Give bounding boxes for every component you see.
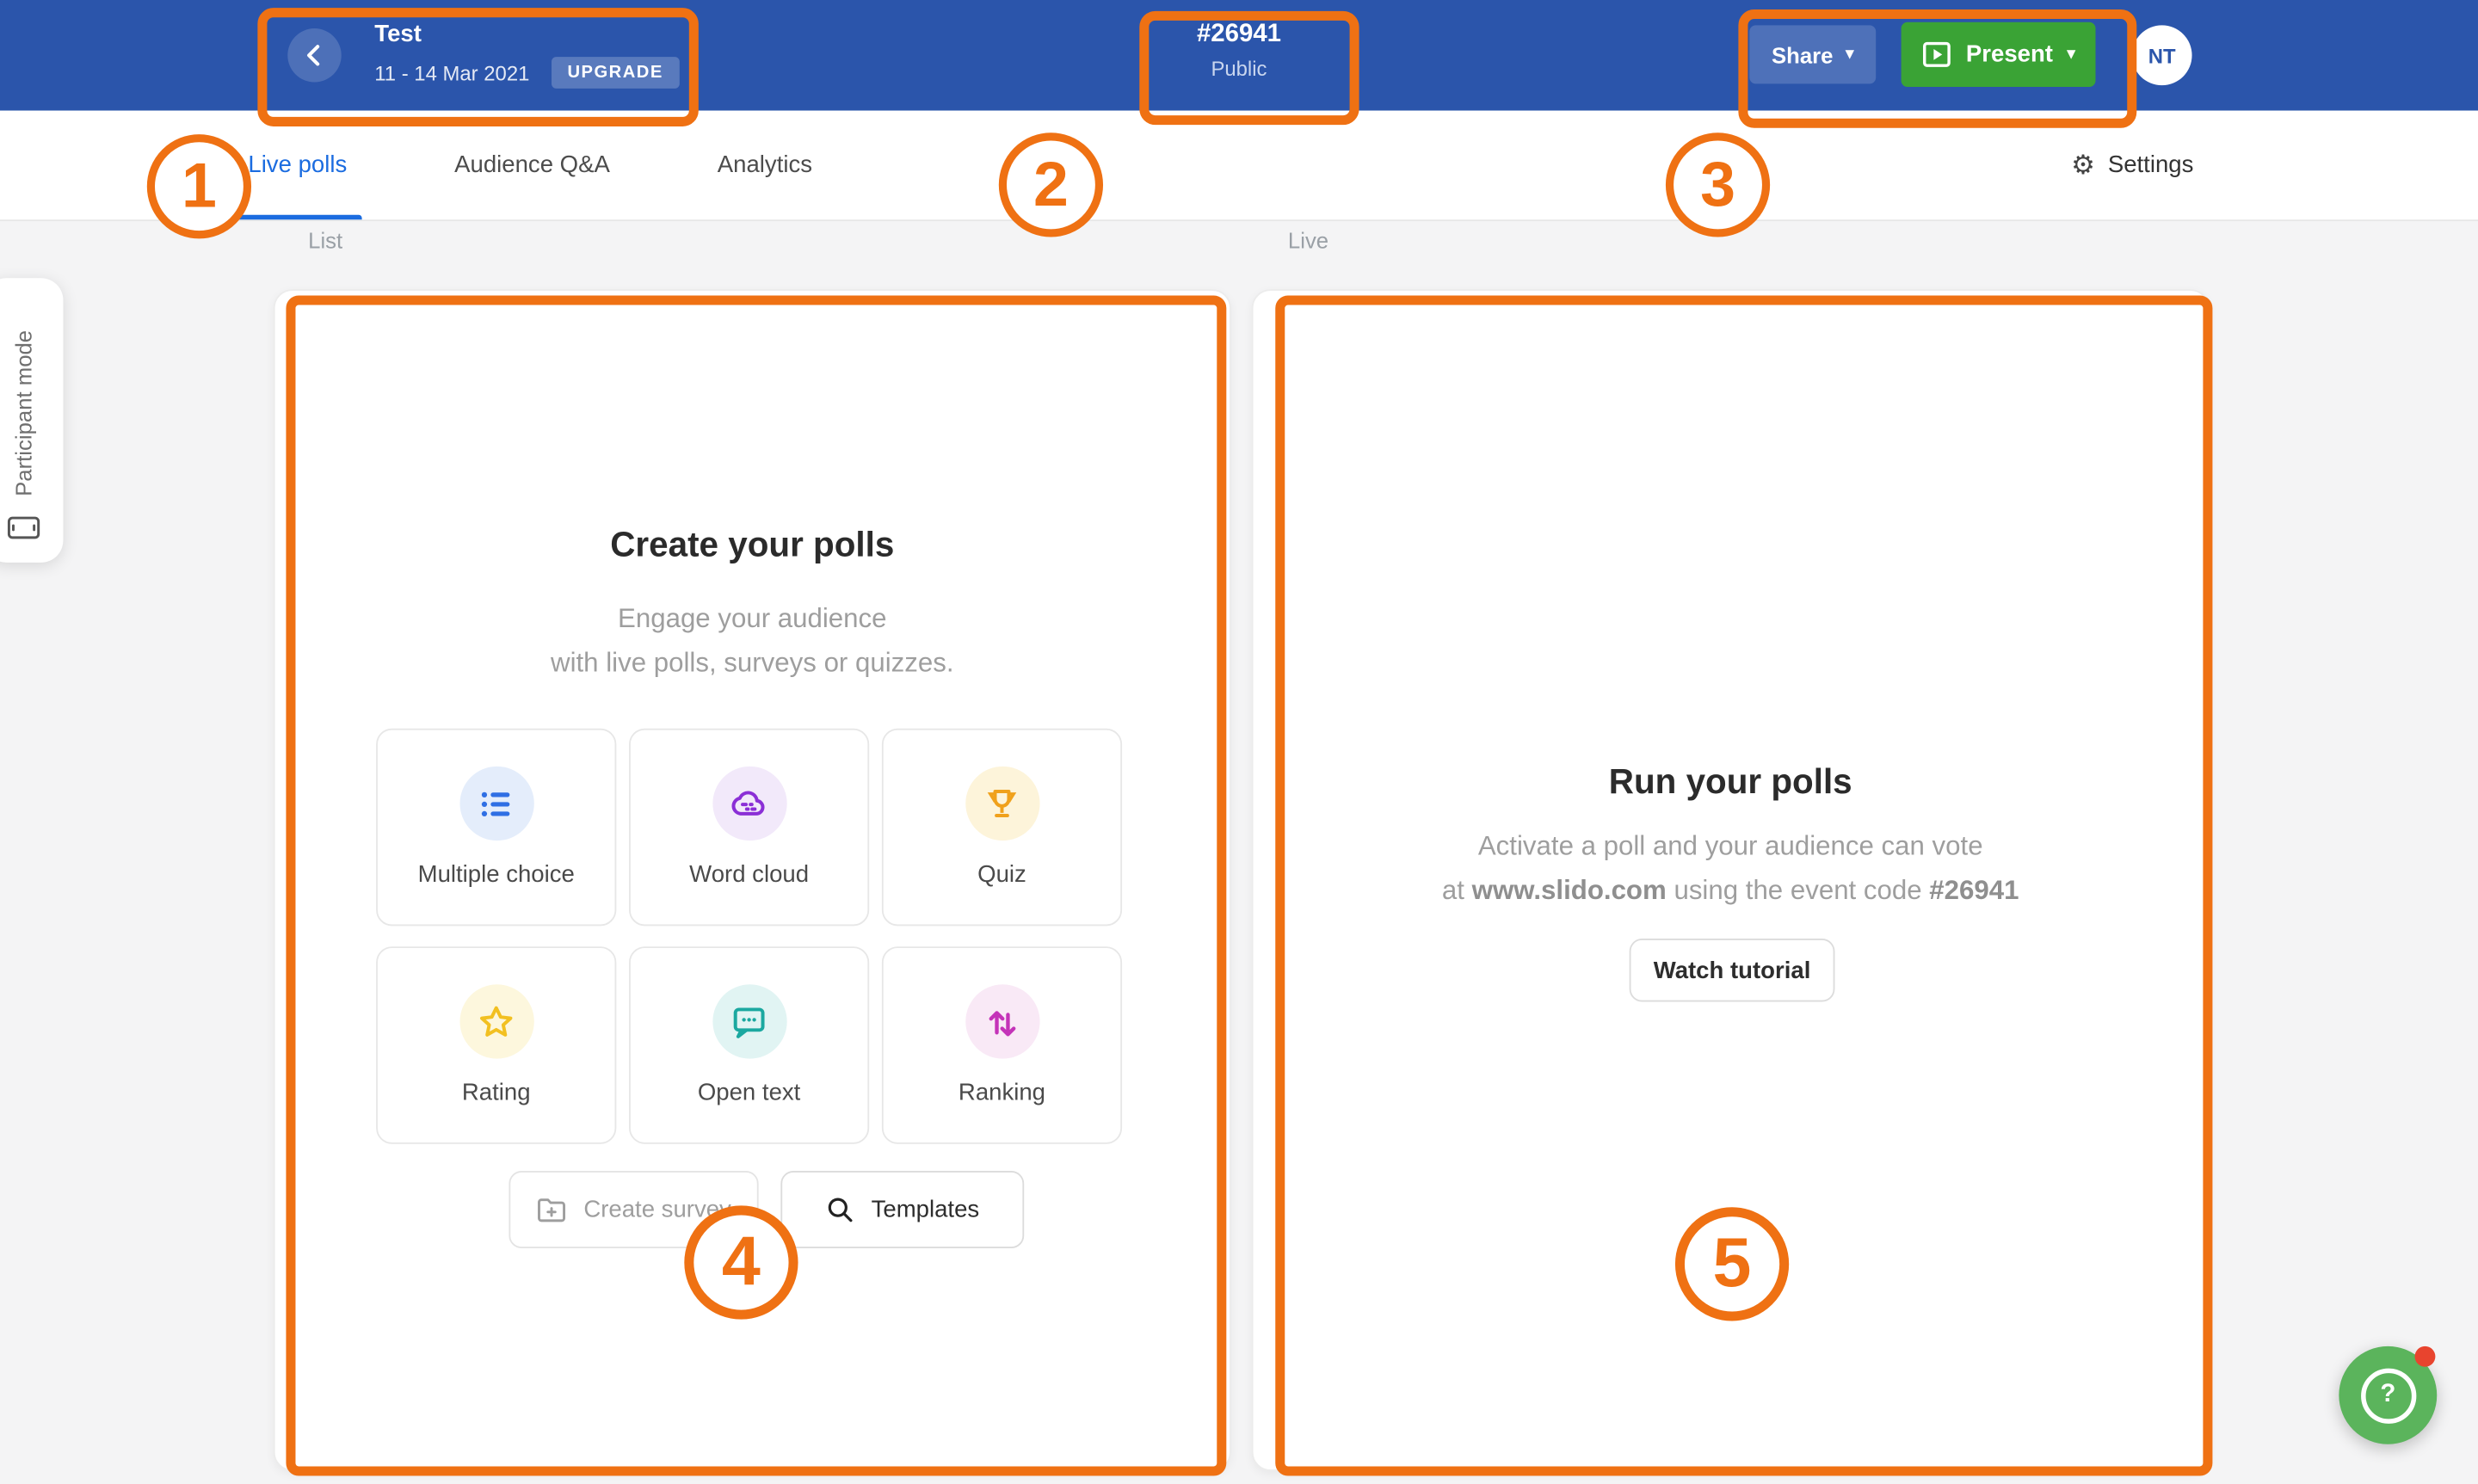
event-code: #26941: [1196, 20, 1282, 48]
participant-mode-toggle[interactable]: Participant mode: [0, 278, 64, 563]
live-column-label: Live: [1287, 227, 1329, 253]
share-button-label: Share: [1771, 41, 1834, 68]
create-polls-title: Create your polls: [610, 524, 895, 564]
run-line2-middle: using the event code: [1666, 875, 1930, 906]
tile-ranking[interactable]: Ranking: [881, 946, 1123, 1144]
tile-label: Quiz: [977, 861, 1026, 889]
slido-url: www.slido.com: [1471, 875, 1667, 906]
help-button[interactable]: ?: [2339, 1345, 2438, 1444]
tile-label: Ranking: [958, 1079, 1046, 1106]
event-title-block: Test 11 - 14 Mar 2021 UPGRADE: [374, 20, 680, 89]
share-button[interactable]: Share ▾: [1749, 25, 1877, 84]
phone-landscape-icon: [7, 516, 40, 539]
create-survey-button[interactable]: Create survey: [509, 1171, 759, 1249]
chevron-down-icon: ▾: [2067, 45, 2075, 63]
upgrade-badge[interactable]: UPGRADE: [552, 57, 680, 89]
notification-dot: [2414, 1345, 2436, 1367]
question-mark-icon: ?: [2360, 1367, 2416, 1423]
tile-open-text[interactable]: Open text: [629, 946, 870, 1144]
star-icon: [459, 984, 533, 1059]
chevron-down-icon: ▾: [1846, 45, 1854, 63]
back-button[interactable]: [287, 28, 342, 83]
present-play-icon: [1923, 41, 1951, 67]
arrows-up-down-icon: [965, 984, 1039, 1059]
watch-tutorial-label: Watch tutorial: [1653, 957, 1811, 984]
create-polls-subtitle: Engage your audience with live polls, su…: [275, 597, 1230, 686]
tile-label: Open text: [697, 1079, 801, 1106]
participant-mode-label: Participant mode: [10, 329, 37, 496]
question-mark-glyph: ?: [2380, 1381, 2396, 1408]
tile-multiple-choice[interactable]: Multiple choice: [376, 728, 617, 927]
tile-label: Multiple choice: [417, 861, 575, 889]
run-line2-prefix: at: [1441, 875, 1472, 906]
event-code-block: #26941 Public: [1106, 21, 1372, 81]
tab-analytics[interactable]: Analytics: [703, 111, 826, 220]
event-code-inline: #26941: [1929, 875, 2019, 906]
chat-icon: [712, 984, 786, 1059]
subtitle-line2: with live polls, surveys or quizzes.: [551, 648, 954, 678]
settings-label: Settings: [2107, 151, 2194, 179]
settings-button[interactable]: ⚙ Settings: [2071, 111, 2193, 220]
list-icon: [459, 766, 533, 841]
list-column-label: List: [308, 227, 343, 253]
active-tab-underline: [233, 214, 361, 220]
event-title: Test: [374, 20, 422, 48]
subtitle-line1: Engage your audience: [618, 603, 887, 634]
tile-rating[interactable]: Rating: [376, 946, 617, 1144]
present-button[interactable]: Present ▾: [1901, 22, 2096, 88]
search-icon: [829, 1198, 854, 1222]
watch-tutorial-button[interactable]: Watch tutorial: [1629, 939, 1835, 1002]
create-polls-card: Create your polls Engage your audience w…: [273, 289, 1231, 1471]
tab-analytics-label: Analytics: [717, 151, 813, 179]
run-line1: Activate a poll and your audience can vo…: [1477, 831, 1983, 862]
tile-label: Word cloud: [689, 861, 810, 889]
present-button-label: Present: [1965, 40, 2053, 68]
chevron-left-icon: [307, 45, 320, 66]
tile-quiz[interactable]: Quiz: [881, 728, 1123, 927]
templates-label: Templates: [871, 1196, 980, 1223]
tab-live-polls-label: Live polls: [248, 151, 348, 179]
tab-audience-qa[interactable]: Audience Q&A: [441, 111, 625, 220]
event-visibility: Public: [1211, 57, 1267, 81]
avatar[interactable]: NT: [2131, 25, 2192, 86]
cloud-icon: [712, 766, 786, 841]
templates-button[interactable]: Templates: [780, 1171, 1025, 1249]
poll-type-grid: Multiple choice Word cloud: [376, 728, 1123, 1144]
folder-plus-icon: [538, 1198, 566, 1222]
tab-audience-qa-label: Audience Q&A: [454, 151, 610, 179]
create-survey-label: Create survey: [583, 1196, 731, 1223]
run-polls-card: Run your polls Activate a poll and your …: [1251, 289, 2210, 1471]
tab-live-polls[interactable]: Live polls: [233, 111, 361, 220]
event-dates: 11 - 14 Mar 2021: [374, 60, 530, 85]
tab-bar: Live polls Audience Q&A Analytics ⚙ Sett…: [0, 110, 2478, 222]
gear-icon: ⚙: [2071, 150, 2096, 181]
run-polls-subtitle: Activate a poll and your audience can vo…: [1254, 825, 2208, 914]
event-header: Test 11 - 14 Mar 2021 UPGRADE #26941 Pub…: [0, 0, 2478, 111]
tile-word-cloud[interactable]: Word cloud: [629, 728, 870, 927]
tile-label: Rating: [461, 1079, 531, 1106]
run-polls-title: Run your polls: [1608, 761, 1852, 802]
trophy-icon: [965, 766, 1039, 841]
